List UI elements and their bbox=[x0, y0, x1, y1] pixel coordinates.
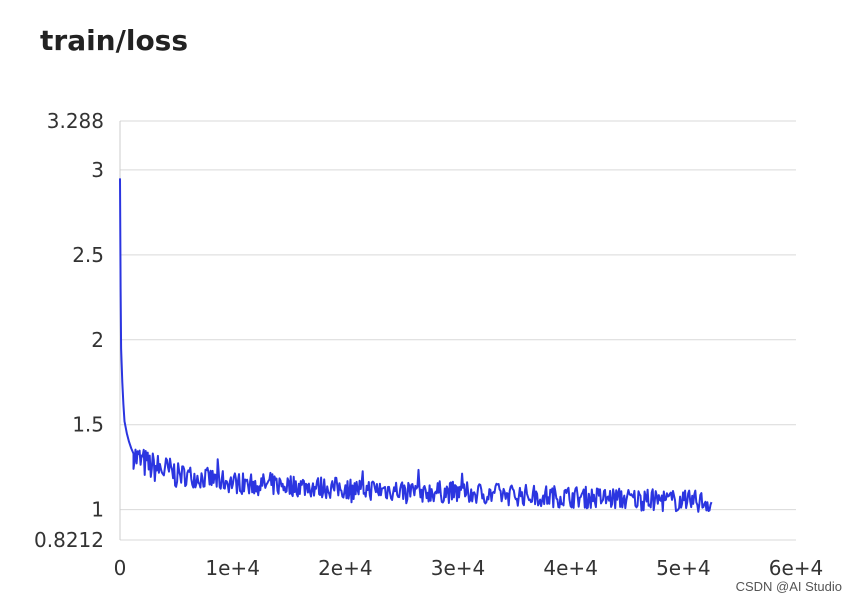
y-tick-label: 2.5 bbox=[72, 243, 104, 267]
x-tick-label: 0 bbox=[114, 556, 127, 580]
series-line bbox=[119, 178, 713, 513]
y-axis-ticks: 0.8212 1 1.5 2 2.5 3 3.288 bbox=[34, 109, 104, 552]
y-tick-label: 2 bbox=[91, 328, 104, 352]
x-tick-label: 2e+4 bbox=[318, 556, 373, 580]
x-tick-label: 6e+4 bbox=[769, 556, 824, 580]
x-tick-label: 4e+4 bbox=[543, 556, 598, 580]
x-axis-ticks: 0 1e+4 2e+4 3e+4 4e+4 5e+4 6e+4 bbox=[114, 556, 824, 580]
y-tick-label: 1.5 bbox=[72, 413, 104, 437]
y-tick-label: 0.8212 bbox=[34, 528, 104, 552]
y-tick-label: 3 bbox=[91, 158, 104, 182]
chart-title: train/loss bbox=[40, 24, 189, 57]
x-tick-label: 3e+4 bbox=[431, 556, 486, 580]
x-tick-label: 1e+4 bbox=[205, 556, 260, 580]
y-tick-label: 1 bbox=[91, 498, 104, 522]
y-tick-label: 3.288 bbox=[47, 109, 104, 133]
watermark: CSDN @AI Studio bbox=[735, 579, 842, 594]
x-tick-label: 5e+4 bbox=[656, 556, 711, 580]
